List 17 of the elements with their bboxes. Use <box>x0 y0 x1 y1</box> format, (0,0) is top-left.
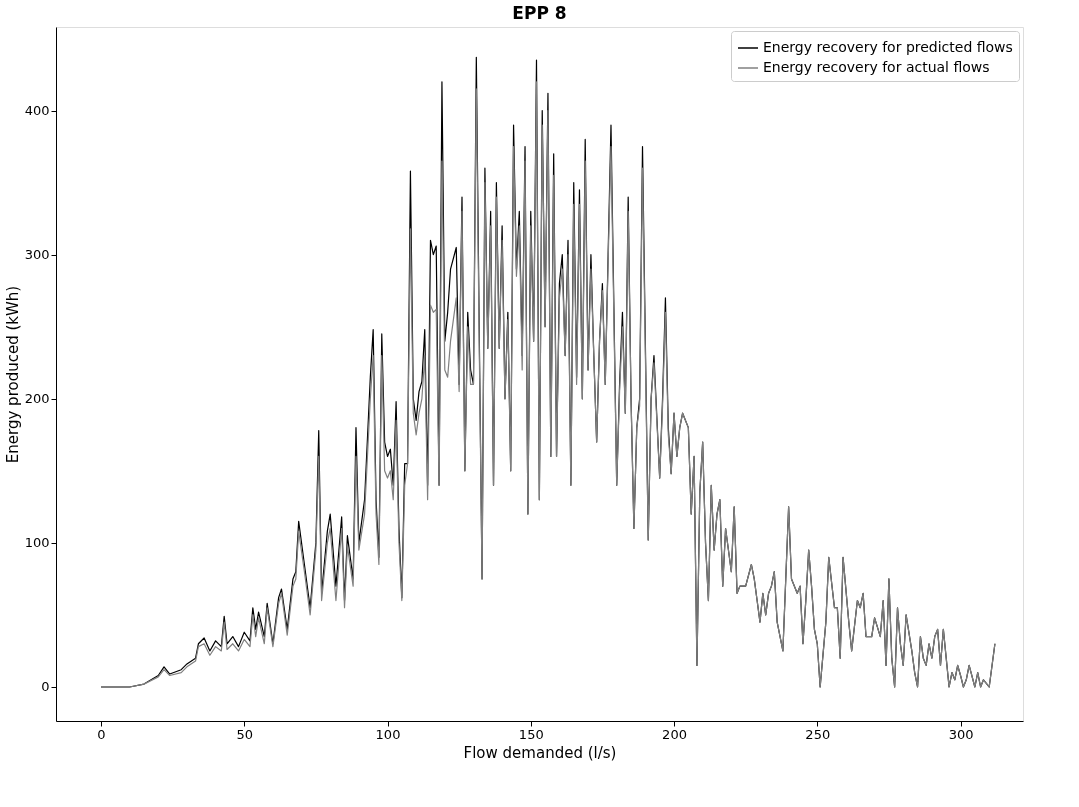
x-tick-label: 250 <box>805 726 831 742</box>
x-tick-label: 300 <box>948 726 974 742</box>
x-tick-label: 150 <box>518 726 544 742</box>
y-axis-title: Energy produced (kWh) <box>3 285 22 464</box>
x-tick-label: 200 <box>662 726 687 742</box>
y-tick-label: 400 <box>24 103 50 119</box>
legend-label: Energy recovery for predicted flows <box>763 39 1013 55</box>
y-tick-label: 0 <box>41 679 50 695</box>
y-tick-label: 300 <box>24 247 50 263</box>
y-tick-label: 100 <box>24 535 50 551</box>
x-axis-title: Flow demanded (l/s) <box>463 743 617 762</box>
chart-title: EPP 8 <box>512 3 567 23</box>
x-tick-label: 0 <box>97 726 106 742</box>
y-tick-label: 200 <box>24 391 50 407</box>
legend-label: Energy recovery for actual flows <box>763 59 990 75</box>
x-tick-label: 50 <box>236 726 254 742</box>
x-tick-label: 100 <box>375 726 401 742</box>
